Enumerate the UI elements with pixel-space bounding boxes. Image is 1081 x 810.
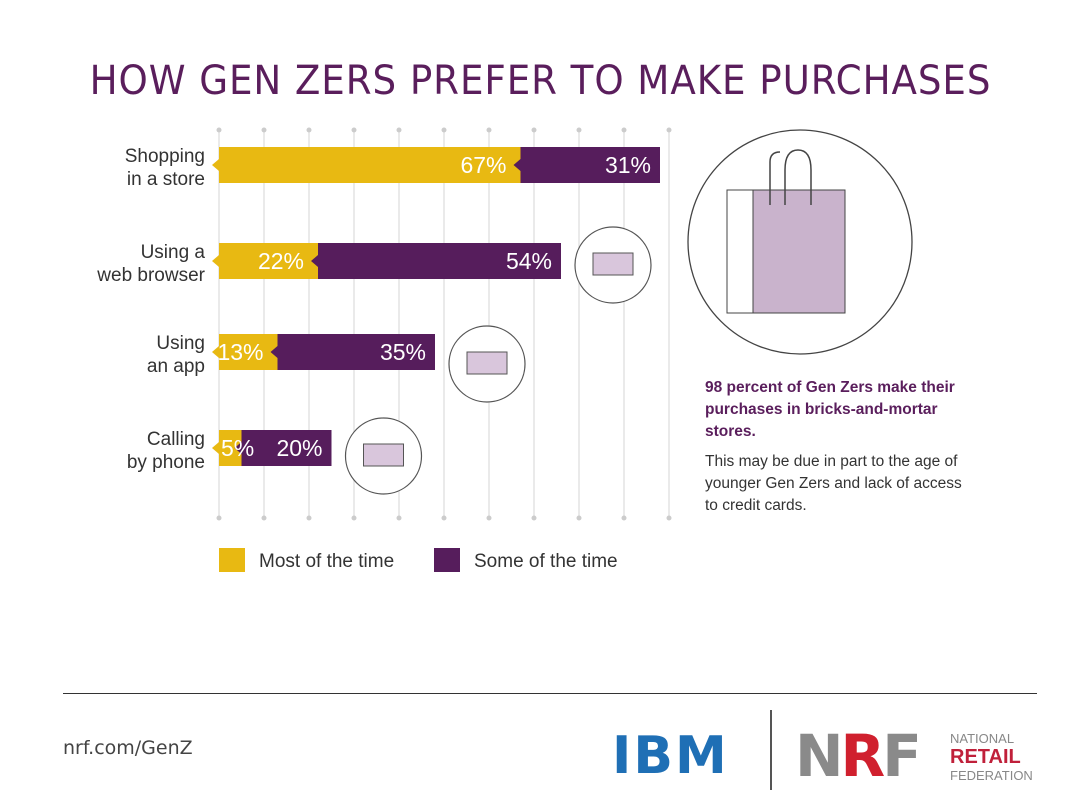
bar-pointer	[212, 159, 219, 171]
bar-most-of-the-time	[219, 243, 318, 279]
bar-some-of-the-time	[270, 334, 435, 370]
grid-dot	[351, 515, 357, 521]
bar-most-of-the-time	[219, 147, 521, 183]
grid-dot	[306, 515, 312, 521]
bar-pointer	[212, 442, 219, 454]
logo-separator	[770, 710, 772, 790]
data-label: 67%	[460, 152, 506, 178]
bar-pointer	[212, 255, 219, 267]
grid-dot	[441, 127, 447, 133]
bar-some-of-the-time	[311, 243, 561, 279]
grid-dot	[666, 127, 672, 133]
category-label: Using an app	[147, 333, 205, 377]
bar-some-of-the-time	[234, 430, 332, 466]
bar-pointer	[212, 346, 219, 358]
bar-most-of-the-time	[219, 430, 242, 466]
footer-divider	[63, 693, 1037, 694]
side-body: This may be due in part to the age of yo…	[705, 453, 962, 514]
grid-dot	[531, 515, 537, 521]
bag-handle	[769, 149, 812, 205]
grid-dot	[576, 127, 582, 133]
footer-url[interactable]: nrf.com/GenZ	[63, 737, 193, 759]
grid-dot	[486, 515, 492, 521]
grid-dot	[486, 127, 492, 133]
grid-dot	[576, 515, 582, 521]
grid-dot	[306, 127, 312, 133]
grid-dot	[621, 515, 627, 521]
data-label: 35%	[380, 339, 426, 365]
data-label: 54%	[506, 248, 552, 274]
grid-dot	[621, 127, 627, 133]
category-label: Calling by phone	[127, 429, 205, 473]
grid-dot	[531, 127, 537, 133]
nrf-name: NATIONAL RETAIL FEDERATION	[950, 731, 1033, 783]
grid-dot	[261, 127, 267, 133]
legend-label: Some of the time	[474, 551, 618, 572]
ibm-logo: IBM	[612, 726, 729, 786]
grid-dot	[216, 127, 222, 133]
data-label: 31%	[605, 152, 651, 178]
bar-some-of-the-time	[513, 147, 660, 183]
app-touch-icon-detail	[466, 351, 508, 375]
category-label: Using a web browser	[96, 242, 205, 286]
grid-dot	[351, 127, 357, 133]
legend-label: Most of the time	[259, 551, 394, 572]
telephone-icon-detail	[363, 443, 404, 467]
side-note: 98 percent of Gen Zers make their purcha…	[705, 377, 965, 517]
page-title: HOW GEN ZERS PREFER TO MAKE PURCHASES	[89, 58, 992, 104]
bag-front	[752, 189, 846, 314]
grid-dot	[666, 515, 672, 521]
grid-dot	[216, 515, 222, 521]
data-label: 13%	[217, 339, 263, 365]
side-headline: 98 percent of Gen Zers make their purcha…	[705, 379, 955, 440]
bag-side	[726, 189, 754, 314]
category-label: Shopping in a store	[125, 146, 205, 190]
data-label: 22%	[258, 248, 304, 274]
legend-swatch	[434, 548, 460, 572]
grid-dot	[441, 515, 447, 521]
nrf-logo: NRF	[795, 722, 922, 790]
keyboard-icon-detail	[592, 252, 634, 276]
data-label: 20%	[276, 435, 322, 461]
grid-dot	[261, 515, 267, 521]
grid-dot	[396, 515, 402, 521]
legend-swatch	[219, 548, 245, 572]
grid-dot	[396, 127, 402, 133]
bar-most-of-the-time	[219, 334, 278, 370]
data-label: 5%	[221, 435, 254, 461]
